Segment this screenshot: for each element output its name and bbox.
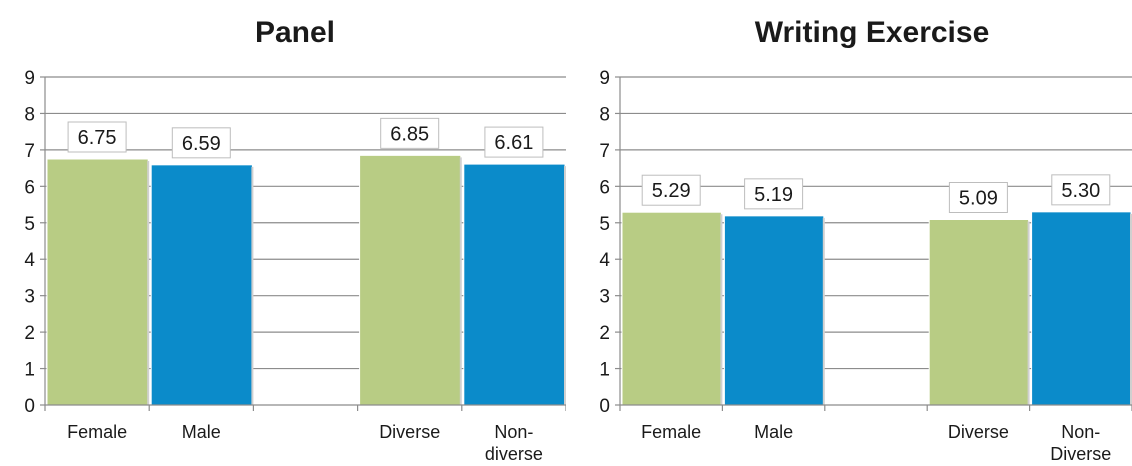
data-label-box	[380, 117, 440, 149]
y-tick-label: 9	[599, 68, 610, 89]
category-label: Male	[754, 422, 793, 442]
data-label-box	[484, 126, 544, 158]
y-tick-label: 2	[599, 323, 610, 344]
y-tick-label: 4	[599, 250, 610, 271]
y-tick-label: 4	[24, 250, 35, 271]
y-tick-label: 5	[599, 214, 610, 235]
category-label: Diverse	[379, 422, 440, 442]
category-label: diverse	[485, 444, 543, 464]
bar	[359, 154, 462, 406]
panel-chart-svg: Panel 0 1 2 3 4 5 6 7 8 9 Female Male Diverse Non-div…	[24, 16, 566, 464]
y-tick-label: 7	[599, 141, 610, 162]
category-label: Male	[182, 422, 221, 442]
y-tick-label: 1	[24, 360, 35, 381]
bar	[46, 158, 149, 406]
category-label: Female	[67, 422, 127, 442]
writing-exercise-chart: Writing Exercise 0 1 2 3 4 5 6 7 8 9 Female Male Div…	[576, 0, 1132, 466]
data-label-box	[641, 174, 701, 206]
data-label-box	[744, 178, 804, 210]
bar	[150, 164, 253, 406]
y-tick-label: 9	[24, 68, 35, 89]
bar	[723, 215, 825, 406]
y-tick-label: 0	[24, 396, 35, 417]
y-tick-label: 0	[599, 396, 610, 417]
chart-title: Panel	[255, 16, 335, 49]
category-label: Diverse	[1050, 444, 1111, 464]
category-label: Diverse	[948, 422, 1009, 442]
y-tick-label: 7	[24, 141, 35, 162]
y-tick-label: 3	[599, 287, 610, 308]
data-label: 5.29	[652, 180, 691, 202]
bar	[621, 211, 722, 406]
y-tick-label: 5	[24, 214, 35, 235]
data-label: 5.30	[1061, 180, 1100, 202]
chart-title: Writing Exercise	[755, 16, 990, 49]
writing-exercise-chart-svg: Writing Exercise 0 1 2 3 4 5 6 7 8 9 Female Male Div…	[599, 16, 1132, 464]
y-tick-label: 8	[599, 104, 610, 125]
data-label: 5.19	[754, 184, 793, 206]
bar	[928, 218, 1030, 406]
data-label-box	[948, 181, 1008, 213]
y-tick-label: 2	[24, 323, 35, 344]
y-tick-label: 6	[599, 177, 610, 198]
data-label: 6.59	[182, 133, 221, 155]
category-label: Non-	[1061, 422, 1100, 442]
data-label: 6.75	[78, 127, 117, 149]
y-tick-label: 3	[24, 287, 35, 308]
category-label: Female	[641, 422, 701, 442]
data-label: 5.09	[959, 187, 998, 209]
data-label-box	[1051, 174, 1111, 206]
y-tick-label: 8	[24, 104, 35, 125]
bar	[1031, 211, 1132, 406]
y-tick-label: 1	[599, 360, 610, 381]
y-tick-label: 6	[24, 177, 35, 198]
data-label: 6.85	[390, 123, 429, 145]
category-label: Non-	[494, 422, 533, 442]
data-label-box	[171, 127, 231, 159]
data-label-box	[67, 121, 127, 153]
data-label: 6.61	[494, 132, 533, 154]
bar	[463, 163, 566, 406]
panel-chart: Panel 0 1 2 3 4 5 6 7 8 9 Female Male Diverse Non-div…	[24, 16, 566, 464]
